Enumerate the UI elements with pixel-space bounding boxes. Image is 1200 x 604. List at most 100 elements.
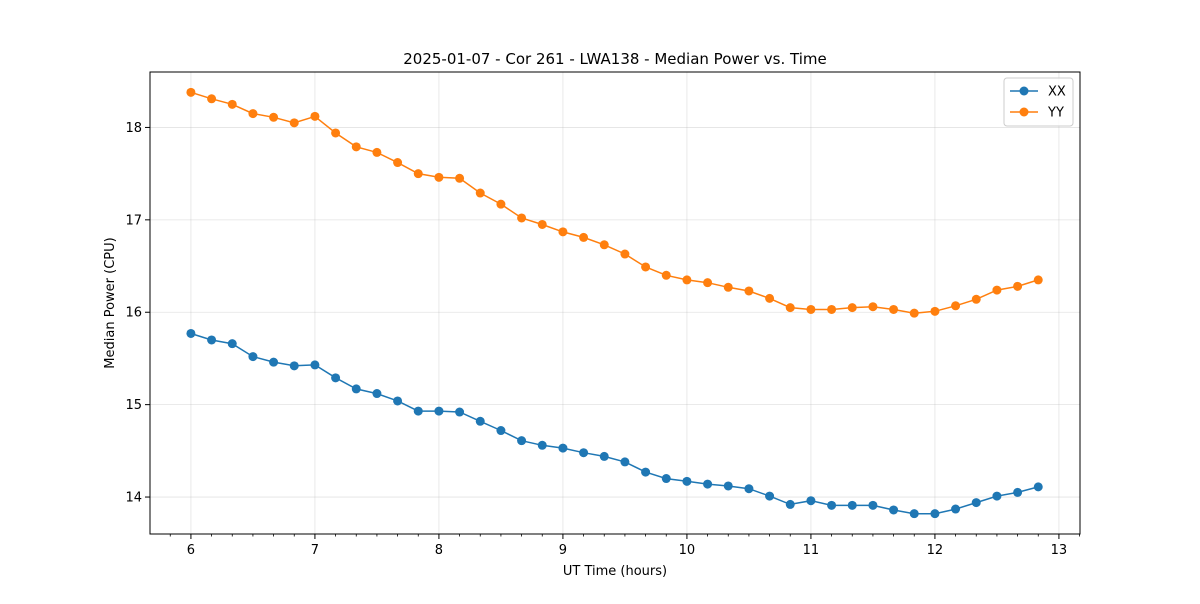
series-yy-point [351, 142, 361, 152]
series-yy-point [620, 249, 630, 259]
series-layer [186, 87, 1043, 519]
series-xx-point [992, 491, 1002, 501]
x-tick-label: 11 [803, 543, 820, 558]
series-yy-point [558, 227, 568, 237]
series-yy-point [413, 169, 423, 179]
series-xx-point [703, 479, 713, 489]
x-tick-label: 10 [679, 543, 696, 558]
series-yy-point [372, 147, 382, 157]
x-tick-label: 8 [435, 543, 443, 558]
series-xx-point [413, 406, 423, 416]
series-yy-point [889, 304, 899, 314]
series-xx-point [765, 491, 775, 501]
series-xx-point [868, 500, 878, 510]
series-xx-point [558, 443, 568, 453]
series-yy-point [434, 172, 444, 182]
y-tick-label: 18 [125, 121, 142, 136]
series-yy-point [847, 303, 857, 313]
series-yy-point [599, 240, 609, 250]
series-xx-point [682, 476, 692, 486]
chart-title: 2025-01-07 - Cor 261 - LWA138 - Median P… [403, 50, 827, 68]
legend-xx-label: XX [1048, 85, 1066, 100]
series-xx-point [847, 500, 857, 510]
series-yy-point [703, 278, 713, 288]
series-yy-point [227, 99, 237, 109]
series-yy-point [971, 294, 981, 304]
series-yy-point [331, 128, 341, 138]
series-yy-point [475, 188, 485, 198]
series-xx-point [1013, 487, 1023, 497]
x-axis-label: UT Time (hours) [563, 564, 667, 579]
series-xx-point [475, 416, 485, 426]
series-xx-point [517, 436, 527, 446]
x-tick-label: 13 [1051, 543, 1068, 558]
series-yy-point [496, 199, 506, 209]
series-xx-point [289, 361, 299, 371]
y-tick-label: 17 [125, 213, 142, 228]
series-yy-point [1033, 275, 1043, 285]
series-xx-point [372, 389, 382, 399]
series-xx-point [909, 509, 919, 519]
series-xx-point [537, 440, 547, 450]
y-tick-label: 14 [125, 491, 142, 506]
series-yy-point [310, 111, 320, 121]
legend: XX YY [1003, 77, 1074, 127]
series-xx-point [269, 357, 279, 367]
series-xx-point [310, 360, 320, 370]
series-xx-point [889, 505, 899, 515]
series-yy-point [248, 109, 258, 119]
series-xx-point [951, 504, 961, 514]
legend-xx-marker [1019, 86, 1029, 96]
series-xx-point [579, 448, 589, 458]
series-yy-point [806, 304, 816, 314]
series-xx-point [496, 426, 506, 436]
series-xx-point [434, 406, 444, 416]
series-xx-line [190, 332, 1039, 515]
series-xx-point [744, 484, 754, 494]
series-xx-point [1033, 482, 1043, 492]
series-yy-point [992, 285, 1002, 295]
series-yy-point [930, 306, 940, 316]
series-yy-point [723, 282, 733, 292]
y-tick-label: 16 [125, 306, 142, 321]
series-yy-point [517, 213, 527, 223]
series-yy-point [744, 286, 754, 296]
series-yy-point [455, 173, 465, 183]
series-xx-point [620, 457, 630, 467]
grid-layer [150, 72, 1080, 534]
legend-yy-label: YY [1047, 106, 1064, 121]
y-axis-label: Median Power (CPU) [103, 237, 118, 368]
series-xx-point [248, 352, 258, 362]
series-yy-point [289, 118, 299, 128]
series-yy-point [909, 308, 919, 318]
series-yy-point [207, 94, 217, 104]
series-yy-point [641, 262, 651, 272]
series-yy-point [785, 303, 795, 313]
series-xx-point [207, 335, 217, 345]
series-xx-point [641, 467, 651, 477]
x-tick-label: 6 [187, 543, 195, 558]
series-xx-point [186, 328, 196, 338]
series-yy-point [1013, 281, 1023, 291]
series-yy-point [682, 275, 692, 285]
x-tick-label: 9 [559, 543, 567, 558]
x-tick-label: 12 [927, 543, 944, 558]
series-yy-point [269, 112, 279, 122]
series-xx-point [806, 496, 816, 506]
series-xx-point [827, 500, 837, 510]
series-xx-point [351, 384, 361, 394]
axes-layer [149, 71, 1081, 535]
series-xx-point [455, 407, 465, 417]
series-xx-point [785, 499, 795, 509]
y-tick-label: 15 [125, 398, 142, 413]
series-yy-point [579, 232, 589, 242]
series-xx-point [661, 474, 671, 484]
series-yy-point [827, 304, 837, 314]
series-xx-point [971, 498, 981, 508]
series-xx-point [723, 481, 733, 491]
series-xx-point [599, 451, 609, 461]
tick-layer: 6 7 8 9 10 11 12 13 14 15 16 17 18 [125, 121, 1080, 558]
series-yy-point [537, 219, 547, 229]
series-xx-point [930, 509, 940, 519]
